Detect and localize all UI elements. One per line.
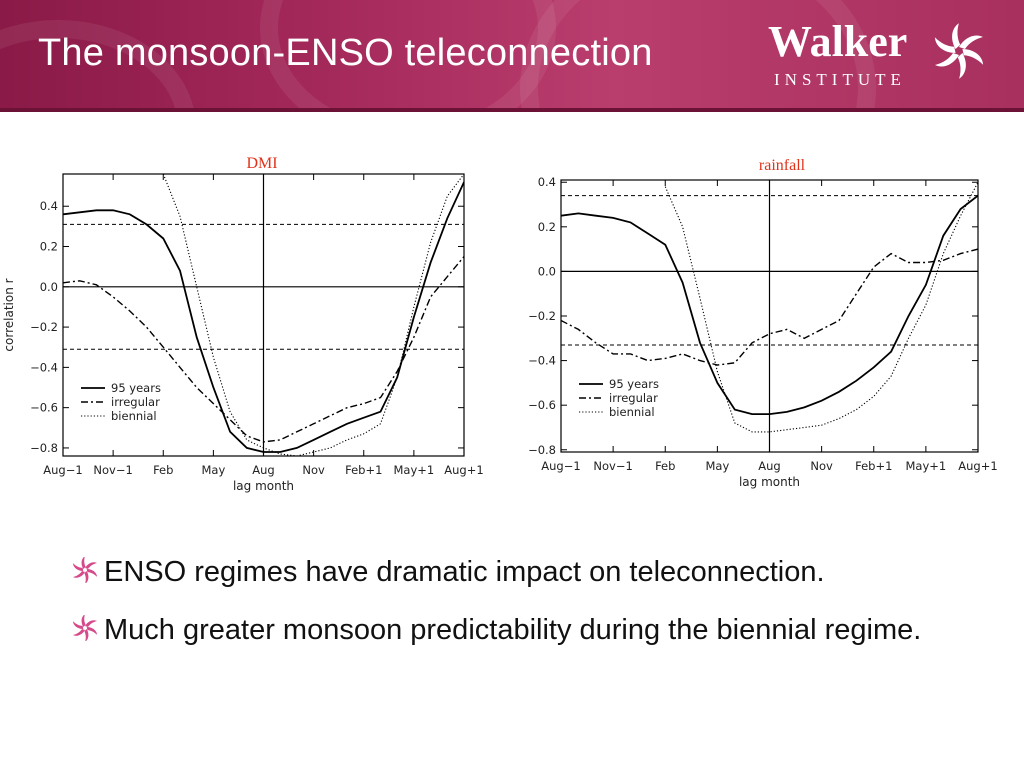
swirl-bullet-icon <box>72 557 98 583</box>
legend-label: biennial <box>609 405 655 419</box>
series-line-95-years <box>561 194 978 416</box>
x-tick-label: Aug <box>252 463 274 477</box>
slide-title: The monsoon-ENSO teleconnection <box>38 32 653 74</box>
y-tick-label: −0.2 <box>528 309 556 323</box>
bullet-item: Much greater monsoon predictability duri… <box>72 610 972 650</box>
x-tick-label: May+1 <box>394 463 435 477</box>
x-tick-label: May <box>201 463 225 477</box>
series-line-irregular <box>561 248 978 366</box>
slide-header <box>0 0 1024 108</box>
x-tick-label: Nov−1 <box>593 459 632 473</box>
logo-wordmark: Walker <box>768 17 908 66</box>
series-line-95-years <box>63 181 464 453</box>
y-axis-label: correlation r <box>2 278 16 351</box>
y-tick-label: −0.4 <box>528 354 556 368</box>
chart-title: rainfall <box>759 157 806 174</box>
chart-title: DMI <box>246 155 277 172</box>
x-tick-label: Nov <box>810 459 833 473</box>
legend-label: irregular <box>609 391 658 405</box>
dmi-chart: DMI −0.8 −0.6 −0.4 −0.2 0.0 0.2 0.4 Aug−1 Nov−1 Fe… <box>2 155 484 493</box>
x-tick-label: Aug−1 <box>43 463 82 477</box>
legend-label: 95 years <box>111 381 161 395</box>
x-tick-label: Feb+1 <box>345 463 382 477</box>
bullet-item: ENSO regimes have dramatic impact on tel… <box>72 552 972 592</box>
x-tick-label: Aug+1 <box>444 463 483 477</box>
series-line-biennial <box>162 174 464 456</box>
x-tick-label: Nov <box>302 463 325 477</box>
x-tick-label: Aug+1 <box>958 459 997 473</box>
header-divider <box>0 108 1024 112</box>
logo-subtitle: INSTITUTE <box>774 70 906 89</box>
bullet-list: ENSO regimes have dramatic impact on tel… <box>72 552 972 668</box>
y-tick-label: −0.8 <box>528 443 556 457</box>
x-axis-label: lag month <box>739 475 800 489</box>
y-tick-label: −0.2 <box>30 320 58 334</box>
y-tick-label: 0.4 <box>538 175 556 189</box>
y-tick-label: 0.0 <box>40 280 58 294</box>
legend-label: 95 years <box>609 377 659 391</box>
walker-swirl-icon <box>934 23 984 79</box>
x-tick-label: May+1 <box>906 459 947 473</box>
legend-label: irregular <box>111 395 160 409</box>
x-axis-label: lag month <box>233 479 294 493</box>
bullet-text: ENSO regimes have dramatic impact on tel… <box>104 556 825 588</box>
series-line-irregular <box>63 256 464 443</box>
rainfall-chart: rainfall −0.8 −0.6 −0.4 −0.2 0.0 0.2 0.4 Aug−1 No… <box>528 157 998 489</box>
walker-institute-logo: Walker INSTITUTE <box>768 16 998 96</box>
y-tick-label: −0.8 <box>30 441 58 455</box>
y-tick-label: −0.6 <box>30 401 58 415</box>
bullet-text: Much greater monsoon predictability duri… <box>104 614 922 646</box>
x-tick-label: Feb <box>153 463 173 477</box>
y-tick-label: −0.4 <box>30 360 58 374</box>
y-tick-label: 0.4 <box>40 199 58 213</box>
x-tick-label: May <box>705 459 729 473</box>
y-tick-label: 0.2 <box>40 240 58 254</box>
legend-label: biennial <box>111 409 157 423</box>
x-tick-label: Nov−1 <box>93 463 132 477</box>
y-tick-label: −0.6 <box>528 398 556 412</box>
y-tick-label: 0.2 <box>538 220 556 234</box>
x-tick-label: Feb <box>655 459 675 473</box>
series-line-biennial <box>664 181 978 433</box>
x-tick-label: Feb+1 <box>855 459 892 473</box>
x-tick-label: Aug−1 <box>541 459 580 473</box>
swirl-bullet-icon <box>72 615 98 641</box>
y-tick-label: 0.0 <box>538 264 556 278</box>
x-tick-label: Aug <box>758 459 780 473</box>
